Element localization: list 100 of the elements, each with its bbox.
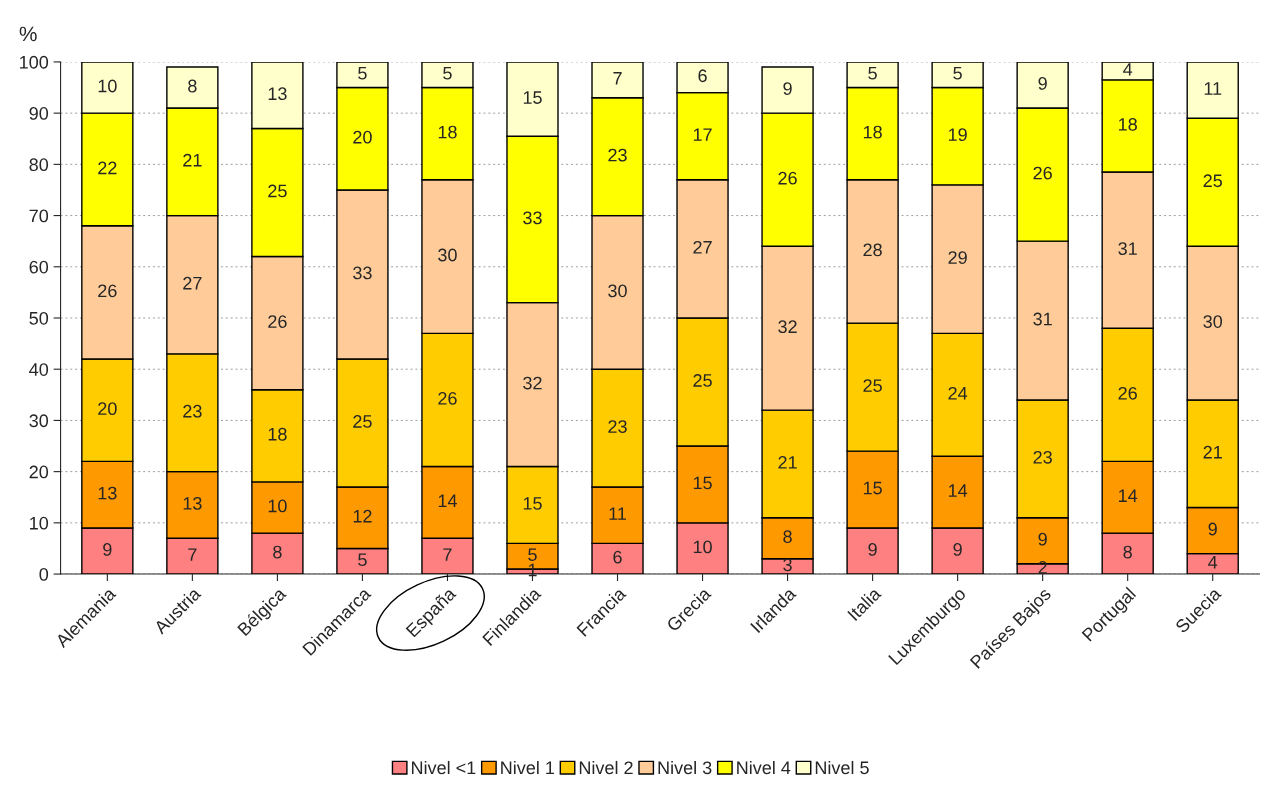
data-label: 3 (783, 558, 792, 572)
data-label: 4 (1208, 556, 1218, 569)
data-label: 9 (1208, 522, 1217, 536)
data-label: 18 (268, 427, 287, 441)
data-label: 15 (523, 91, 542, 104)
y-tick-label: 70 (29, 209, 49, 223)
data-label: 8 (273, 545, 282, 559)
data-label: 8 (783, 530, 792, 544)
data-label: 19 (948, 128, 967, 142)
data-label: 24 (948, 386, 968, 400)
data-label: 23 (183, 404, 202, 418)
data-label: 25 (268, 184, 287, 198)
data-label: 28 (863, 243, 882, 257)
data-label: 9 (783, 82, 792, 95)
data-label: 26 (778, 171, 797, 185)
legend-label: Nivel 1 (501, 760, 555, 775)
data-label: 15 (523, 497, 542, 510)
data-label: 30 (608, 284, 627, 298)
data-label: 9 (103, 543, 112, 556)
data-label: 31 (1118, 242, 1137, 255)
legend-label: Nivel 5 (815, 760, 869, 775)
legend-label: Nivel 2 (579, 760, 633, 775)
data-label: 26 (98, 284, 117, 298)
data-label: 5 (868, 66, 877, 80)
y-tick-label: 50 (29, 311, 49, 325)
data-label: 11 (609, 507, 627, 520)
data-label: 7 (443, 548, 452, 561)
legend-label: Nivel 4 (737, 760, 791, 775)
y-tick-label: 20 (29, 465, 49, 479)
data-label: 15 (863, 481, 882, 495)
data-label: 29 (948, 251, 967, 264)
data-label: 5 (358, 553, 367, 567)
data-label: 10 (693, 540, 712, 554)
data-label: 21 (778, 456, 797, 469)
data-label: 23 (1033, 450, 1052, 464)
data-label: 14 (438, 494, 457, 508)
data-label: 8 (1123, 545, 1132, 559)
data-label: 33 (353, 266, 372, 280)
legend-label: Nivel 3 (658, 760, 712, 775)
data-label: 23 (608, 148, 627, 162)
y-tick-label: 60 (29, 260, 49, 274)
data-label: 13 (268, 87, 287, 101)
data-label: 18 (1119, 118, 1137, 131)
data-label: 13 (98, 486, 117, 500)
data-label: 5 (528, 548, 537, 561)
data-label: 7 (188, 548, 197, 561)
y-tick-label: 80 (29, 158, 49, 172)
data-label: 33 (523, 211, 542, 225)
legend-label: Nivel <1 (411, 760, 476, 775)
data-label: 5 (358, 66, 367, 80)
data-label: 8 (188, 79, 197, 93)
y-axis-title: % (19, 26, 37, 42)
y-tick-label: 100 (20, 55, 49, 69)
data-label: 30 (438, 248, 457, 262)
data-label: 27 (183, 276, 202, 290)
data-label: 9 (1038, 532, 1047, 546)
data-label: 23 (608, 420, 627, 433)
data-label: 10 (268, 499, 287, 513)
data-label: 20 (353, 130, 372, 144)
data-label: 12 (353, 509, 372, 523)
data-label: 25 (1203, 174, 1222, 188)
data-label: 26 (1118, 386, 1137, 400)
y-tick-label: 0 (39, 568, 49, 581)
data-label: 6 (613, 550, 622, 564)
data-label: 25 (863, 379, 882, 392)
data-label: 4 (1123, 63, 1133, 76)
data-label: 31 (1033, 312, 1052, 326)
data-label: 25 (353, 415, 372, 428)
data-label: 21 (1203, 445, 1222, 459)
data-label: 11 (1204, 82, 1222, 95)
data-label: 6 (698, 69, 707, 83)
data-label: 10 (98, 79, 117, 93)
data-label: 15 (693, 476, 712, 490)
data-label: 18 (863, 125, 882, 139)
data-label: 26 (1033, 166, 1052, 180)
data-label: 9 (868, 543, 877, 556)
data-label: 26 (268, 315, 287, 328)
y-tick-label: 40 (29, 363, 49, 376)
data-label: 32 (778, 320, 797, 334)
data-label: 13 (183, 496, 202, 510)
y-tick-label: 30 (29, 414, 49, 428)
data-label: 20 (98, 402, 117, 416)
data-label: 18 (438, 125, 457, 139)
data-label: 7 (613, 72, 622, 85)
data-label: 14 (1119, 489, 1138, 502)
data-label: 21 (183, 153, 202, 167)
data-label: 32 (523, 376, 542, 390)
data-label: 17 (693, 128, 712, 141)
data-label: 14 (948, 484, 968, 497)
data-label: 9 (953, 543, 962, 556)
data-label: 9 (1038, 77, 1047, 90)
data-label: 27 (693, 240, 712, 254)
data-label: 5 (953, 66, 962, 80)
data-label: 30 (1203, 315, 1223, 328)
y-tick-label: 90 (29, 107, 49, 120)
data-label: 5 (443, 66, 452, 80)
data-label: 26 (438, 392, 457, 405)
data-label: 25 (693, 374, 712, 387)
data-label: 22 (98, 161, 117, 175)
y-tick-label: 10 (30, 516, 49, 530)
